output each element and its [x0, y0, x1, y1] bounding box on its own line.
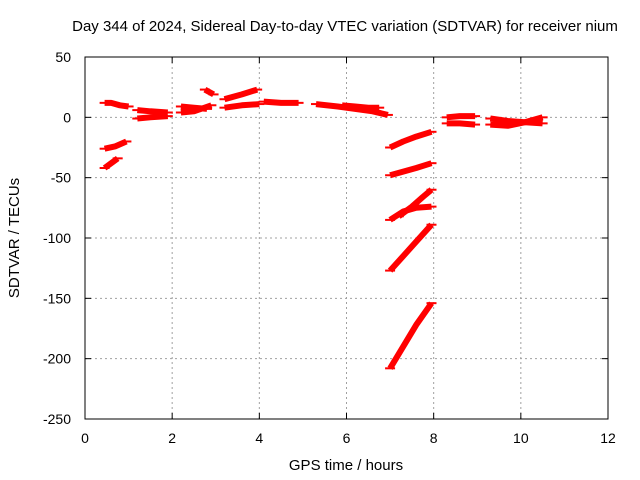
y-tick-label: -250 [43, 411, 71, 427]
x-tick-label: 12 [600, 430, 616, 446]
x-tick-label: 8 [430, 430, 438, 446]
y-tick-label: -200 [43, 351, 71, 367]
series-trace-10 [223, 86, 259, 103]
y-tick-label: -100 [43, 230, 71, 246]
y-tick-label: 50 [55, 49, 71, 65]
series-trace-3 [102, 155, 120, 171]
x-tick-label: 4 [255, 430, 263, 446]
series-trace-19 [387, 301, 434, 370]
grid-lines [85, 57, 608, 419]
series-trace-2 [103, 138, 128, 152]
series-trace-13 [341, 102, 380, 111]
y-tick-label: -50 [51, 170, 71, 186]
x-tick-label: 2 [168, 430, 176, 446]
y-tick-label: -150 [43, 290, 71, 306]
y-tick-label: 0 [63, 109, 71, 125]
y-axis-label: SDTVAR / TECUs [6, 178, 23, 298]
series-trace-9 [224, 101, 260, 111]
data-series [99, 86, 548, 370]
series-trace-14 [388, 128, 433, 151]
chart-title: Day 344 of 2024, Sidereal Day-to-day VTE… [72, 18, 618, 35]
series-trace-11 [263, 98, 299, 106]
series-trace-18 [387, 222, 434, 273]
axis-ticks: 0 2 4 6 8 10 12 50 0 -50 -100 -150 -200 -250 [43, 49, 616, 446]
series-trace-15 [389, 160, 433, 179]
x-tick-label: 10 [513, 430, 529, 446]
series-trace-23 [490, 114, 544, 129]
x-axis-label: GPS time / hours [289, 457, 403, 474]
x-tick-label: 0 [81, 430, 89, 446]
series-trace-17 [397, 187, 434, 219]
x-tick-label: 6 [343, 430, 351, 446]
